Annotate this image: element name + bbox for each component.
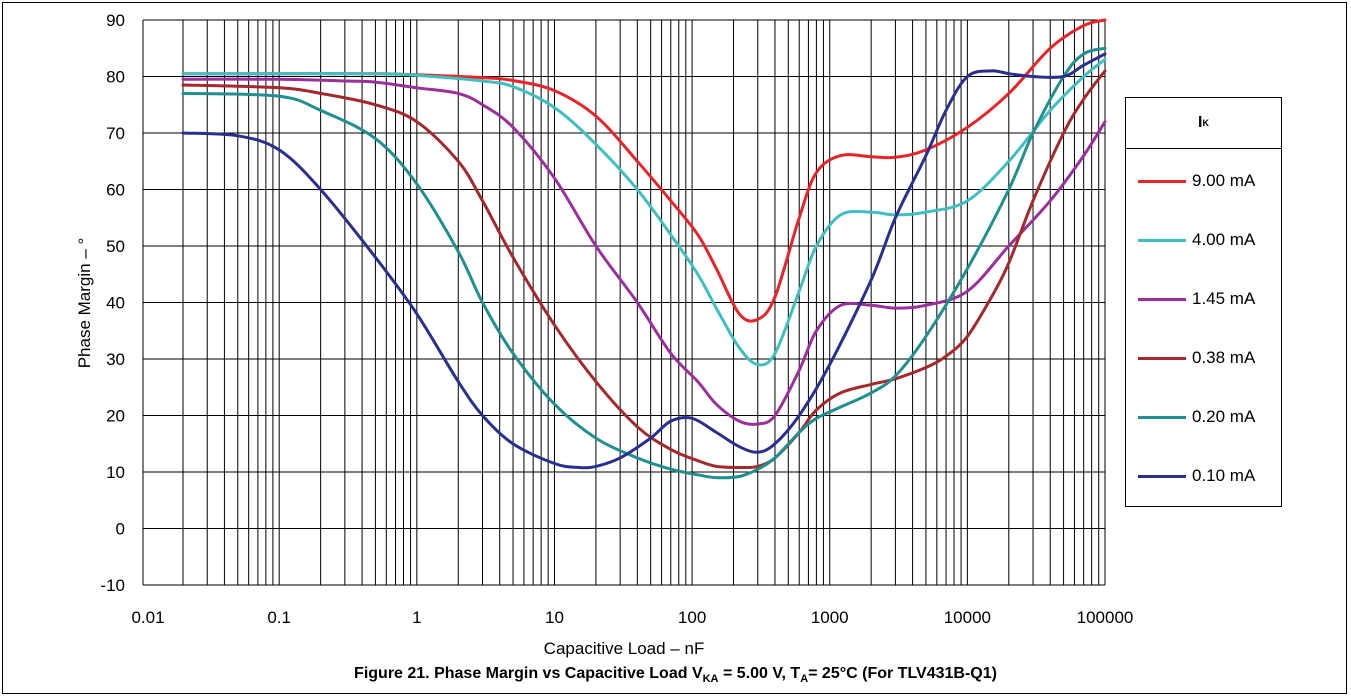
legend-label: 0.20 mA [1192, 407, 1256, 426]
y-tick-label: 40 [106, 294, 125, 313]
series-line-1-45-mA [181, 77, 1107, 426]
legend-title-sub: K [1202, 118, 1209, 128]
series-lines [181, 18, 1107, 480]
legend-swatch [1138, 238, 1186, 242]
x-tick-label: 100000 [1077, 608, 1134, 627]
legend-swatch [1138, 356, 1186, 360]
x-tick-label: 0.01 [131, 608, 164, 627]
caption-suffix: = 25°C (For TLV431B-Q1) [808, 665, 997, 682]
axes [142, 20, 1105, 586]
tick-labels: -10 0 10 20 30 40 50 60 70 80 90 0.01 0.1 1 10 100 1000 1… [100, 11, 1133, 627]
x-tick-label: 1000 [811, 608, 849, 627]
series-line-9-00-mA [181, 18, 1107, 323]
y-tick-label: 10 [106, 463, 125, 482]
legend-label: 0.10 mA [1192, 466, 1256, 485]
series-line-4-00-mA [181, 58, 1107, 367]
legend-swatch [1138, 297, 1186, 301]
y-tick-label: 0 [116, 520, 125, 539]
caption-prefix: Figure 21. Phase Margin vs Capacitive Lo… [354, 665, 703, 682]
legend-item: 1.45 mA [1126, 289, 1281, 309]
y-axis-label: Phase Margin – ° [75, 238, 94, 369]
legend-swatch [1138, 474, 1186, 478]
y-tick-label: -10 [100, 576, 125, 595]
legend-label: 0.38 mA [1192, 348, 1256, 367]
x-tick-label: 100 [678, 608, 706, 627]
x-tick-label: 0.1 [267, 608, 291, 627]
legend-item: 0.20 mA [1126, 407, 1281, 427]
caption-vka-sub: KA [702, 673, 719, 686]
caption-ta-sub: A [800, 673, 809, 686]
legend-swatch [1138, 179, 1186, 183]
legend-swatch [1138, 415, 1186, 419]
y-tick-label: 90 [106, 11, 125, 30]
legend-label: 1.45 mA [1192, 289, 1256, 308]
series-line-0-10-mA [181, 52, 1107, 470]
x-axis-label: Capacitive Load – nF [544, 639, 705, 658]
y-tick-label: 70 [106, 124, 125, 143]
y-tick-label: 80 [106, 68, 125, 87]
figure-caption: Figure 21. Phase Margin vs Capacitive Lo… [0, 665, 1351, 685]
x-tick-label: 10 [545, 608, 564, 627]
x-tick-label: 1 [412, 608, 421, 627]
series-line-0-38-mA [181, 69, 1107, 470]
series-line-0-20-mA [181, 46, 1107, 480]
y-tick-label: 50 [106, 237, 125, 256]
legend-item: 0.38 mA [1126, 348, 1281, 368]
grid [143, 19, 1106, 586]
legend-item: 4.00 mA [1126, 230, 1281, 250]
legend-label: 9.00 mA [1192, 171, 1256, 190]
legend-title-main: I [1198, 114, 1203, 131]
legend-item: 0.10 mA [1126, 466, 1281, 486]
caption-middle: = 5.00 V, T [718, 665, 801, 682]
y-tick-label: 30 [106, 350, 125, 369]
legend-item: 9.00 mA [1126, 171, 1281, 191]
legend-label: 4.00 mA [1192, 230, 1256, 249]
x-tick-label: 10000 [944, 608, 991, 627]
y-tick-label: 20 [106, 407, 125, 426]
y-tick-label: 60 [106, 181, 125, 200]
